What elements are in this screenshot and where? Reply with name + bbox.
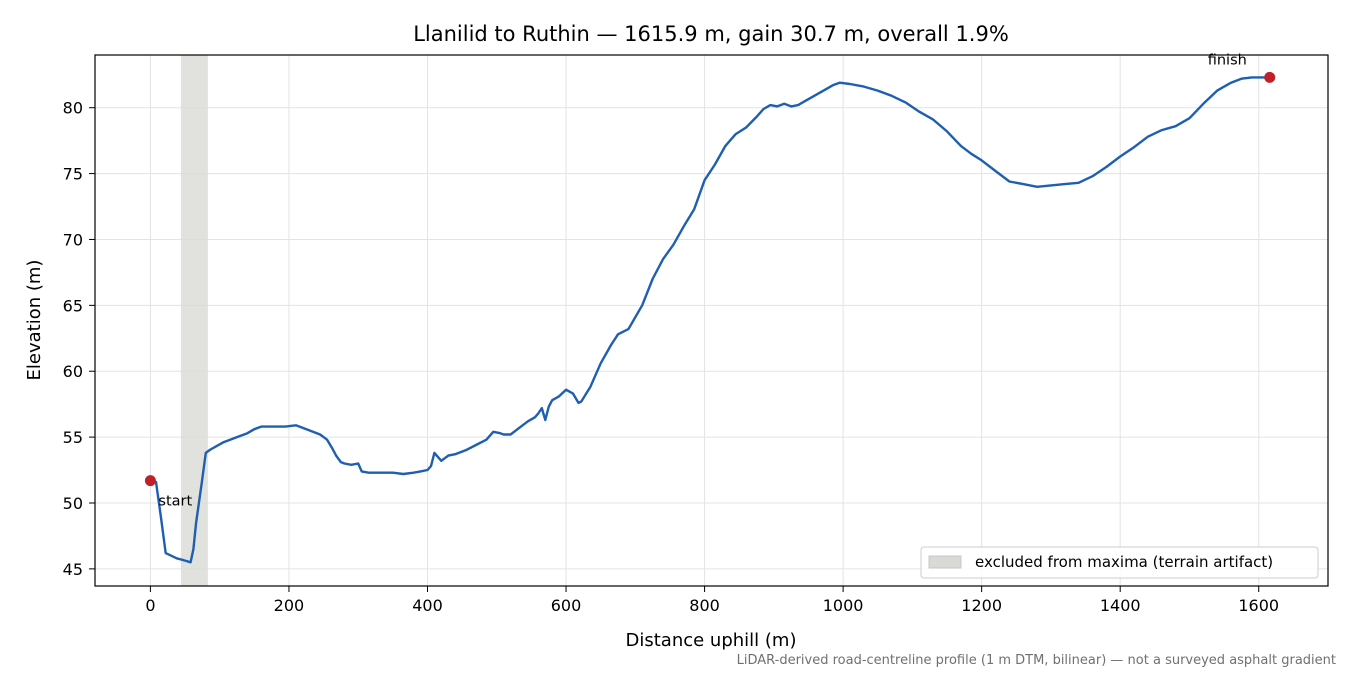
y-tick-label: 50 <box>63 494 83 513</box>
x-tick-label: 0 <box>145 596 155 615</box>
x-tick-label: 1000 <box>823 596 864 615</box>
y-tick-label: 60 <box>63 362 83 381</box>
start-marker <box>144 475 156 487</box>
y-tick-label: 80 <box>63 99 83 118</box>
x-tick-label: 800 <box>689 596 720 615</box>
plot-frame <box>94 54 1329 587</box>
finish-label: finish <box>1208 52 1247 68</box>
chart-title: Llanilid to Ruthin — 1615.9 m, gain 30.7… <box>413 22 1009 46</box>
y-tick-label: 45 <box>63 560 83 579</box>
legend-label-excluded: excluded from maxima (terrain artifact) <box>975 553 1273 571</box>
y-axis-ticks: 45 50 55 60 65 70 75 80 <box>63 99 95 579</box>
y-tick-label: 75 <box>63 165 83 184</box>
endpoint-markers: start finish <box>144 52 1276 510</box>
y-tick-label: 65 <box>63 296 83 315</box>
legend: excluded from maxima (terrain artifact) <box>920 546 1319 579</box>
legend-swatch-excluded <box>928 555 962 569</box>
excluded-band-layer <box>180 55 208 586</box>
start-label: start <box>158 494 192 510</box>
x-tick-label: 600 <box>551 596 582 615</box>
x-tick-label: 400 <box>412 596 443 615</box>
excluded-band <box>180 55 208 586</box>
footnote: LiDAR-derived road-centreline profile (1… <box>737 653 1336 668</box>
grid-lines <box>95 55 1328 586</box>
x-axis-ticks: 0 200 400 600 800 1000 1200 1400 1600 <box>145 586 1279 615</box>
x-tick-label: 200 <box>274 596 305 615</box>
legend-box <box>920 546 1319 579</box>
y-tick-label: 55 <box>63 428 83 447</box>
x-axis-label: Distance uphill (m) <box>626 630 797 651</box>
finish-marker <box>1264 71 1276 83</box>
y-axis-label: Elevation (m) <box>24 260 45 381</box>
elevation-series-line <box>150 76 1270 564</box>
x-tick-label: 1600 <box>1238 596 1279 615</box>
x-tick-label: 1400 <box>1100 596 1141 615</box>
y-tick-label: 70 <box>63 230 83 249</box>
x-tick-label: 1200 <box>961 596 1002 615</box>
series-line-layer <box>150 76 1270 564</box>
